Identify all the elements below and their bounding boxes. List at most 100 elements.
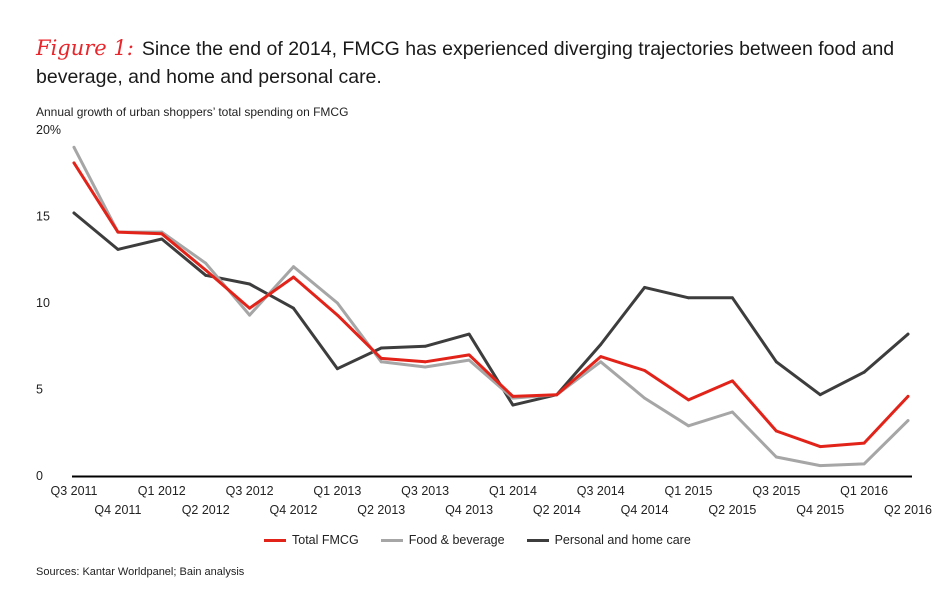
data-point-total-fmcg — [599, 355, 603, 359]
x-tick-label: Q3 2013 — [401, 484, 449, 498]
data-point-total-fmcg — [379, 356, 383, 360]
data-point-food-beverage — [774, 455, 778, 459]
data-point-personal-and-home-care — [160, 237, 164, 241]
data-point-personal-and-home-care — [467, 332, 471, 336]
data-point-total-fmcg — [423, 360, 427, 364]
data-point-personal-and-home-care — [774, 360, 778, 364]
x-tick-label: Q1 2013 — [313, 484, 361, 498]
legend-label: Total FMCG — [292, 533, 359, 547]
data-point-personal-and-home-care — [818, 393, 822, 397]
data-point-food-beverage — [423, 365, 427, 369]
legend-item-personal-and-home-care: Personal and home care — [526, 533, 691, 547]
legend-swatch — [380, 538, 403, 542]
x-axis: Q3 2011 Q4 2011 Q1 2012 Q2 2012 Q3 2012 Q4 20… — [50, 484, 932, 517]
data-point-total-fmcg — [774, 429, 778, 433]
legend-item-total-fmcg: Total FMCG — [264, 533, 359, 547]
x-tick-label: Q4 2012 — [269, 503, 317, 517]
data-point-personal-and-home-care — [906, 332, 910, 336]
x-tick-label: Q4 2015 — [796, 503, 844, 517]
data-point-personal-and-home-care — [687, 296, 690, 300]
legend-label: Personal and home care — [554, 533, 691, 547]
data-point-food-beverage — [72, 145, 76, 149]
x-tick-label: Q1 2014 — [489, 484, 537, 498]
data-point-food-beverage — [292, 265, 295, 269]
x-tick-label: Q3 2014 — [577, 484, 625, 498]
legend-label: Food & beverage — [408, 533, 505, 547]
x-tick-label: Q2 2016 — [884, 503, 932, 517]
series-line-total-fmcg — [72, 161, 910, 449]
x-tick-label: Q4 2013 — [445, 503, 493, 517]
y-tick-label: 0 — [36, 469, 43, 483]
title-text: Since the end of 2014, FMCG has experien… — [36, 38, 895, 88]
data-point-total-fmcg — [204, 268, 208, 272]
data-point-personal-and-home-care — [204, 273, 208, 277]
data-point-food-beverage — [862, 462, 866, 466]
data-point-total-fmcg — [818, 445, 822, 448]
figure-label: Figure 1: — [36, 36, 134, 60]
data-point-personal-and-home-care — [292, 306, 295, 310]
y-tick-label: 5 — [36, 383, 43, 397]
data-point-food-beverage — [731, 410, 734, 414]
data-point-food-beverage — [906, 419, 910, 423]
legend-swatch — [526, 538, 549, 542]
data-point-personal-and-home-care — [72, 211, 76, 215]
chart-subtitle: Annual growth of urban shoppers’ total s… — [36, 105, 349, 119]
data-point-personal-and-home-care — [248, 282, 251, 286]
data-point-personal-and-home-care — [731, 296, 734, 300]
legend-swatch — [264, 538, 286, 542]
data-point-total-fmcg — [862, 441, 866, 445]
data-point-food-beverage — [379, 360, 383, 364]
data-point-total-fmcg — [335, 313, 339, 317]
y-tick-label: 10 — [36, 296, 50, 310]
data-point-total-fmcg — [555, 393, 559, 397]
data-point-food-beverage — [687, 424, 690, 428]
data-point-total-fmcg — [643, 369, 647, 372]
data-point-personal-and-home-care — [423, 344, 427, 348]
data-point-personal-and-home-care — [379, 346, 383, 350]
data-point-personal-and-home-care — [511, 403, 515, 407]
y-tick-label: 15 — [36, 210, 50, 224]
x-tick-label: Q3 2015 — [752, 484, 800, 498]
x-tick-label: Q3 2011 — [50, 484, 97, 498]
x-tick-label: Q1 2016 — [840, 484, 888, 498]
x-tick-label: Q1 2012 — [138, 484, 186, 498]
data-point-personal-and-home-care — [862, 370, 866, 374]
data-point-total-fmcg — [292, 275, 295, 279]
x-tick-label: Q2 2014 — [533, 503, 581, 517]
data-point-total-fmcg — [687, 398, 690, 402]
data-point-food-beverage — [335, 301, 339, 305]
chart-title: Figure 1: Since the end of 2014, FMCG has… — [36, 34, 916, 91]
legend-item-food-beverage: Food & beverage — [380, 533, 505, 547]
x-tick-label: Q4 2014 — [621, 503, 669, 517]
data-point-total-fmcg — [72, 161, 76, 165]
data-point-food-beverage — [818, 464, 822, 468]
series-lines — [72, 145, 910, 468]
data-point-total-fmcg — [731, 379, 734, 383]
data-point-total-fmcg — [906, 395, 910, 398]
data-point-total-fmcg — [160, 232, 164, 236]
data-point-total-fmcg — [248, 306, 251, 310]
legend: Total FMCG Food & beverage Personal and ho… — [256, 530, 699, 550]
data-point-food-beverage — [204, 261, 208, 265]
data-point-personal-and-home-care — [116, 247, 120, 251]
data-point-food-beverage — [643, 396, 647, 400]
data-point-food-beverage — [599, 360, 603, 364]
data-point-personal-and-home-care — [643, 286, 647, 289]
y-tick-label: 20% — [36, 123, 61, 137]
y-axis: 0 5 10 15 20% — [36, 123, 61, 483]
x-tick-label: Q3 2012 — [226, 484, 274, 498]
x-tick-label: Q2 2012 — [182, 503, 230, 517]
x-tick-label: Q1 2015 — [665, 484, 713, 498]
data-point-total-fmcg — [467, 353, 471, 357]
data-point-total-fmcg — [116, 230, 120, 234]
data-point-total-fmcg — [511, 395, 515, 398]
x-tick-label: Q2 2013 — [357, 503, 405, 517]
source-note: Sources: Kantar Worldpanel; Bain analysi… — [36, 566, 245, 578]
data-point-food-beverage — [467, 358, 471, 362]
data-point-personal-and-home-care — [335, 367, 339, 371]
data-point-food-beverage — [248, 313, 251, 317]
series-line-food-beverage — [72, 145, 910, 468]
x-tick-label: Q4 2011 — [94, 503, 141, 517]
x-tick-label: Q2 2015 — [708, 503, 756, 517]
